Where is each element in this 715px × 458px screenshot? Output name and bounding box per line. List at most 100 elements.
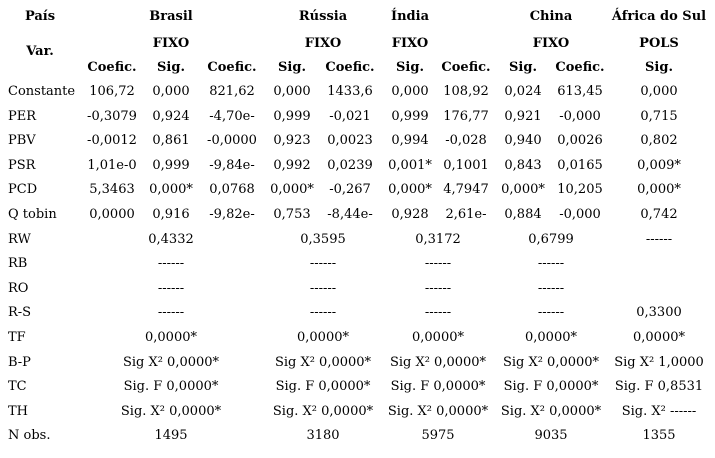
table-cell: 0,992 xyxy=(273,158,311,173)
table-cell: 0,916 xyxy=(152,207,190,222)
row-label: PBV xyxy=(8,133,36,148)
country-model: FIXO xyxy=(532,36,570,51)
table-cell: 0,009* xyxy=(637,158,681,173)
country-model: FIXO xyxy=(304,36,342,51)
table-cell: 5,3463 xyxy=(89,182,135,197)
table-cell: 0,0239 xyxy=(327,158,373,173)
row-label: R-S xyxy=(8,305,32,320)
summary-cell: ------ xyxy=(424,305,452,320)
row-label: B-P xyxy=(8,355,31,370)
header-pais: País xyxy=(24,9,56,24)
row-label: PCD xyxy=(8,182,38,197)
table-cell: 613,45 xyxy=(557,84,603,99)
table-cell: 0,0165 xyxy=(557,158,603,173)
table-cell: 108,92 xyxy=(443,84,489,99)
table-cell: 821,62 xyxy=(209,84,255,99)
summary-cell: ------ xyxy=(537,281,565,296)
country-name: Índia xyxy=(391,9,429,24)
country-name: Rússia xyxy=(298,9,348,24)
table-cell: 0,000* xyxy=(388,182,432,197)
table-cell: 0,884 xyxy=(504,207,542,222)
summary-cell: ------ xyxy=(309,256,337,271)
summary-cell: 0,4332 xyxy=(148,232,194,247)
table-cell: 176,77 xyxy=(443,109,489,124)
summary-cell: Sig. X² 0,0000* xyxy=(500,404,602,419)
table-cell: 1433,6 xyxy=(327,84,373,99)
row-label: Q tobin xyxy=(8,207,57,222)
column-subheader: Sig. xyxy=(509,60,537,75)
table-cell: 0,923 xyxy=(273,133,311,148)
summary-cell: 0,0000* xyxy=(633,330,685,345)
summary-cell: Sig X² 0,0000* xyxy=(274,355,372,370)
summary-cell: ------ xyxy=(309,305,337,320)
column-subheader: Coefic. xyxy=(87,60,137,75)
table-cell: 0,001* xyxy=(388,158,432,173)
summary-cell: 1355 xyxy=(642,428,676,443)
table-cell: -0,267 xyxy=(329,182,371,197)
table-cell: 0,000 xyxy=(152,84,190,99)
summary-cell: ------ xyxy=(309,281,337,296)
country-name: Brasil xyxy=(149,9,193,24)
country-model: FIXO xyxy=(152,36,190,51)
table-cell: -0,0012 xyxy=(87,133,137,148)
table-cell: -4,70e- xyxy=(209,109,255,124)
summary-cell: Sig. F 0,0000* xyxy=(390,379,486,394)
table-cell: 0,000 xyxy=(640,84,678,99)
country-model: FIXO xyxy=(391,36,429,51)
table-cell: -0,021 xyxy=(329,109,371,124)
summary-cell: 0,0000* xyxy=(412,330,464,345)
header-var: Var. xyxy=(26,44,54,59)
table-cell: 0,843 xyxy=(504,158,542,173)
row-label: PER xyxy=(8,109,37,124)
column-subheader: Coefic. xyxy=(555,60,605,75)
summary-cell: ------ xyxy=(537,256,565,271)
column-subheader: Sig. xyxy=(278,60,306,75)
row-label: RB xyxy=(8,256,28,271)
table-cell: 0,024 xyxy=(504,84,542,99)
table-cell: -0,000 xyxy=(559,207,601,222)
table-cell: 0,000 xyxy=(273,84,311,99)
table-cell: 0,921 xyxy=(504,109,542,124)
summary-cell: 5975 xyxy=(421,428,455,443)
summary-cell: Sig X² 0,0000* xyxy=(389,355,487,370)
country-name: África do Sul xyxy=(611,9,707,24)
row-label: TF xyxy=(8,330,26,345)
row-label: PSR xyxy=(8,158,36,173)
table-cell: 106,72 xyxy=(89,84,135,99)
table-cell: 0,000* xyxy=(501,182,545,197)
column-subheader: Sig. xyxy=(157,60,185,75)
summary-cell: ------ xyxy=(157,281,185,296)
row-label: RO xyxy=(8,281,29,296)
column-subheader: Coefic. xyxy=(207,60,257,75)
table-cell: 4,7947 xyxy=(443,182,489,197)
row-label: TH xyxy=(8,404,29,419)
column-subheader: Coefic. xyxy=(325,60,375,75)
table-cell: 0,999 xyxy=(273,109,311,124)
table-cell: 0,999 xyxy=(391,109,429,124)
table-cell: 0,000 xyxy=(391,84,429,99)
table-cell: 0,753 xyxy=(273,207,311,222)
table-cell: -0,000 xyxy=(559,109,601,124)
summary-cell: 0,3172 xyxy=(415,232,461,247)
table-cell: 0,0768 xyxy=(209,182,255,197)
summary-cell: Sig. X² 0,0000* xyxy=(120,404,222,419)
summary-cell: ------ xyxy=(537,305,565,320)
table-cell: 0,940 xyxy=(504,133,542,148)
table-cell: 0,000* xyxy=(270,182,314,197)
summary-cell: ------ xyxy=(424,256,452,271)
table-cell: 0,0026 xyxy=(557,133,603,148)
table-cell: 0,0023 xyxy=(327,133,373,148)
summary-cell: ------ xyxy=(424,281,452,296)
table-cell: -0,3079 xyxy=(87,109,137,124)
summary-cell: 9035 xyxy=(534,428,568,443)
summary-cell: Sig X² 1,0000 xyxy=(614,355,704,370)
table-cell: 0,999 xyxy=(152,158,190,173)
table-cell: 0,924 xyxy=(152,109,190,124)
table-cell: 1,01e-0 xyxy=(87,158,137,173)
summary-cell: Sig. X² 0,0000* xyxy=(272,404,374,419)
table-cell: -8,44e- xyxy=(327,207,373,222)
column-subheader: Sig. xyxy=(645,60,673,75)
table-cell: 0,928 xyxy=(391,207,429,222)
row-label: RW xyxy=(8,232,31,247)
